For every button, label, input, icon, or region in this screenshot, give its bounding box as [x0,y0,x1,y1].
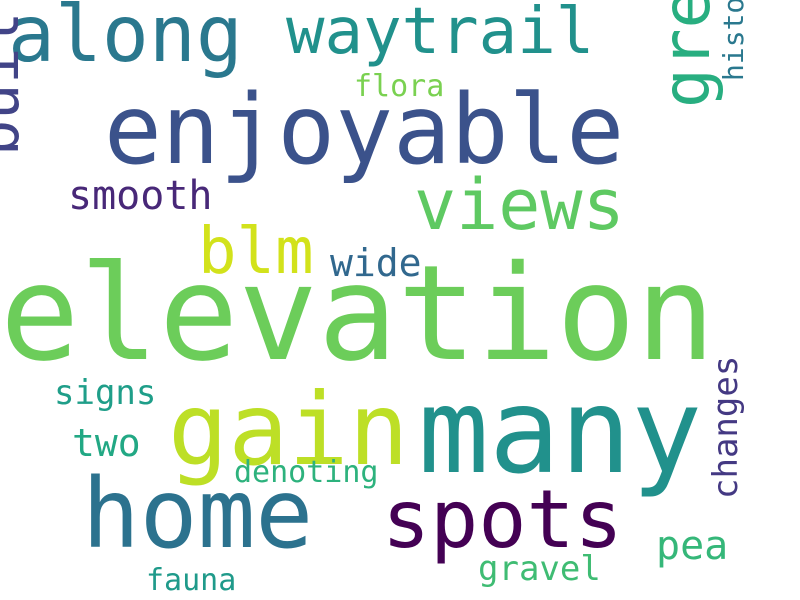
word-many: many [418,362,703,500]
word-pea: pea [656,523,729,569]
word-elevation: elevation [0,237,716,391]
word-great: great [648,0,725,108]
word-home: home [82,458,314,570]
word-smooth: smooth [68,173,213,219]
word-flora: flora [354,69,445,104]
word-fauna: fauna [146,563,237,598]
word-spots: spots [382,473,623,566]
word-enjoyable: enjoyable [104,74,625,186]
word-blm: blm [198,215,314,289]
word-waytrail: waytrail [286,0,595,69]
word-two: two [72,421,141,465]
word-gain: gain [168,371,409,488]
word-signs: signs [54,373,157,413]
word-gravel: gravel [478,549,601,589]
word-denoting: denoting [234,455,379,490]
word-built: built [0,0,33,156]
word-along: along [8,0,243,80]
word-wide: wide [330,241,422,285]
word-views: views [414,164,625,246]
word-history: history [717,0,750,81]
word-changes: changes [706,355,746,499]
